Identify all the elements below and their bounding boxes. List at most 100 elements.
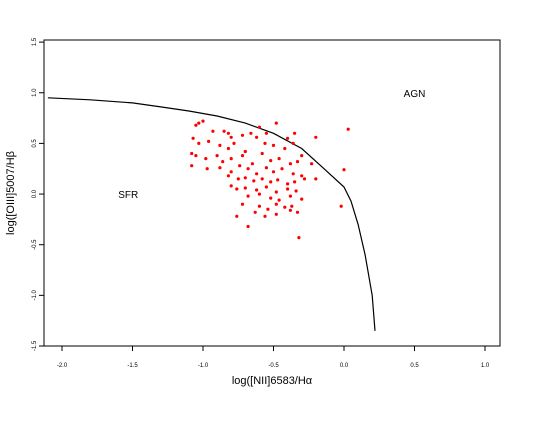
data-point <box>229 135 233 139</box>
data-point <box>288 208 292 212</box>
region-label-agn: AGN <box>404 89 426 100</box>
data-point <box>274 121 278 125</box>
data-point <box>250 162 254 166</box>
data-point <box>246 224 250 229</box>
data-point <box>252 179 256 183</box>
data-point <box>235 214 239 218</box>
data-point <box>255 172 259 176</box>
data-point <box>240 202 245 206</box>
scatter-points <box>190 119 350 240</box>
data-point <box>238 164 242 168</box>
data-point <box>297 236 301 240</box>
data-point <box>260 177 264 181</box>
data-point <box>314 135 318 139</box>
x-tick-label: -1.5 <box>127 363 138 369</box>
data-point <box>201 119 205 123</box>
data-point <box>264 131 268 135</box>
data-point <box>255 135 259 139</box>
data-point <box>269 180 273 184</box>
data-point <box>293 180 297 184</box>
x-tick-label: -2.0 <box>57 363 68 369</box>
x-axis-title: log([NII]6583/Hα <box>232 375 313 387</box>
x-tick-label: 1.0 <box>481 363 490 369</box>
data-point <box>243 176 247 180</box>
data-point <box>302 177 307 181</box>
data-point <box>218 166 222 170</box>
data-point <box>290 204 294 208</box>
data-point <box>191 136 195 140</box>
x-tick-label: -0.5 <box>268 363 279 369</box>
y-tick-label: -0.5 <box>32 239 38 250</box>
data-point <box>263 214 267 218</box>
data-point <box>205 167 209 171</box>
y-axis: -1.5 -1.0 -0.5 0.0 0.5 1.0 1.5 <box>32 37 44 351</box>
data-point <box>264 166 268 170</box>
data-point <box>215 154 219 158</box>
data-point <box>194 123 198 127</box>
data-point <box>269 159 273 163</box>
y-tick-label: 1.5 <box>32 37 38 46</box>
y-tick-label: 0.5 <box>32 139 38 148</box>
data-point <box>295 160 300 164</box>
data-point <box>269 196 273 200</box>
data-point <box>266 207 270 211</box>
data-point <box>229 184 233 188</box>
data-point <box>194 154 198 158</box>
data-point <box>339 204 343 208</box>
data-point <box>197 121 201 125</box>
data-point <box>249 131 253 135</box>
data-point <box>190 164 194 168</box>
data-point <box>342 168 346 172</box>
x-tick-label: 0.0 <box>340 363 349 369</box>
data-point <box>226 174 230 178</box>
data-point <box>226 131 230 135</box>
data-point <box>283 205 287 209</box>
data-point <box>263 141 267 145</box>
data-point <box>253 210 257 214</box>
data-point <box>288 162 292 166</box>
data-point <box>300 154 304 158</box>
data-point <box>314 177 318 181</box>
y-tick-label: 0.0 <box>32 189 38 198</box>
x-tick-label: 0.5 <box>410 363 419 369</box>
data-point <box>271 170 276 174</box>
data-point <box>255 188 259 192</box>
data-point <box>246 167 250 171</box>
data-point <box>280 167 284 171</box>
region-label-sfr: SFR <box>118 190 138 201</box>
region-labels: AGN SFR <box>118 89 425 201</box>
data-point <box>260 151 264 156</box>
data-point <box>293 131 297 135</box>
data-point <box>274 190 278 194</box>
data-point <box>226 146 230 151</box>
data-point <box>229 157 233 161</box>
data-point <box>271 143 276 147</box>
data-point <box>204 157 208 161</box>
data-point <box>346 127 350 131</box>
data-point <box>257 204 261 208</box>
data-point <box>277 157 281 161</box>
y-tick-label: -1.0 <box>32 290 38 301</box>
data-point <box>207 139 211 143</box>
data-point <box>218 143 222 147</box>
data-point <box>232 141 236 145</box>
data-point <box>286 182 290 186</box>
data-point <box>283 146 287 151</box>
data-point <box>276 178 280 182</box>
data-point <box>229 170 233 174</box>
data-point <box>190 151 194 156</box>
data-point <box>257 125 261 129</box>
data-point <box>277 198 281 202</box>
data-point <box>291 172 295 176</box>
data-point <box>274 202 278 206</box>
data-point <box>222 129 226 133</box>
data-point <box>294 189 298 193</box>
data-point <box>211 129 215 133</box>
data-point <box>221 160 225 164</box>
data-point <box>295 210 300 214</box>
data-point <box>243 186 247 190</box>
data-point <box>197 141 201 145</box>
y-tick-label: 1.0 <box>32 88 38 97</box>
y-tick-label: -1.5 <box>32 340 38 351</box>
